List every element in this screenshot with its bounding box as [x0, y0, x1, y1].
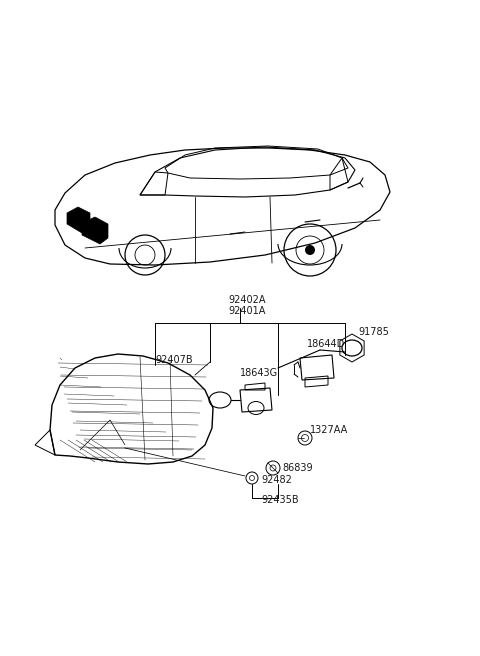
Polygon shape [82, 217, 108, 244]
Text: 92435B: 92435B [261, 495, 299, 505]
Text: 92401A: 92401A [228, 306, 265, 316]
Polygon shape [67, 207, 90, 233]
Text: 92407B: 92407B [155, 355, 192, 365]
Text: 86839: 86839 [282, 463, 312, 473]
Text: 18644D: 18644D [307, 339, 345, 349]
Circle shape [305, 245, 315, 255]
Text: 92402A: 92402A [228, 295, 265, 305]
Text: 91785: 91785 [358, 327, 389, 337]
Text: 92482: 92482 [261, 475, 292, 485]
Text: 18643G: 18643G [240, 368, 278, 378]
Text: 1327AA: 1327AA [310, 425, 348, 435]
